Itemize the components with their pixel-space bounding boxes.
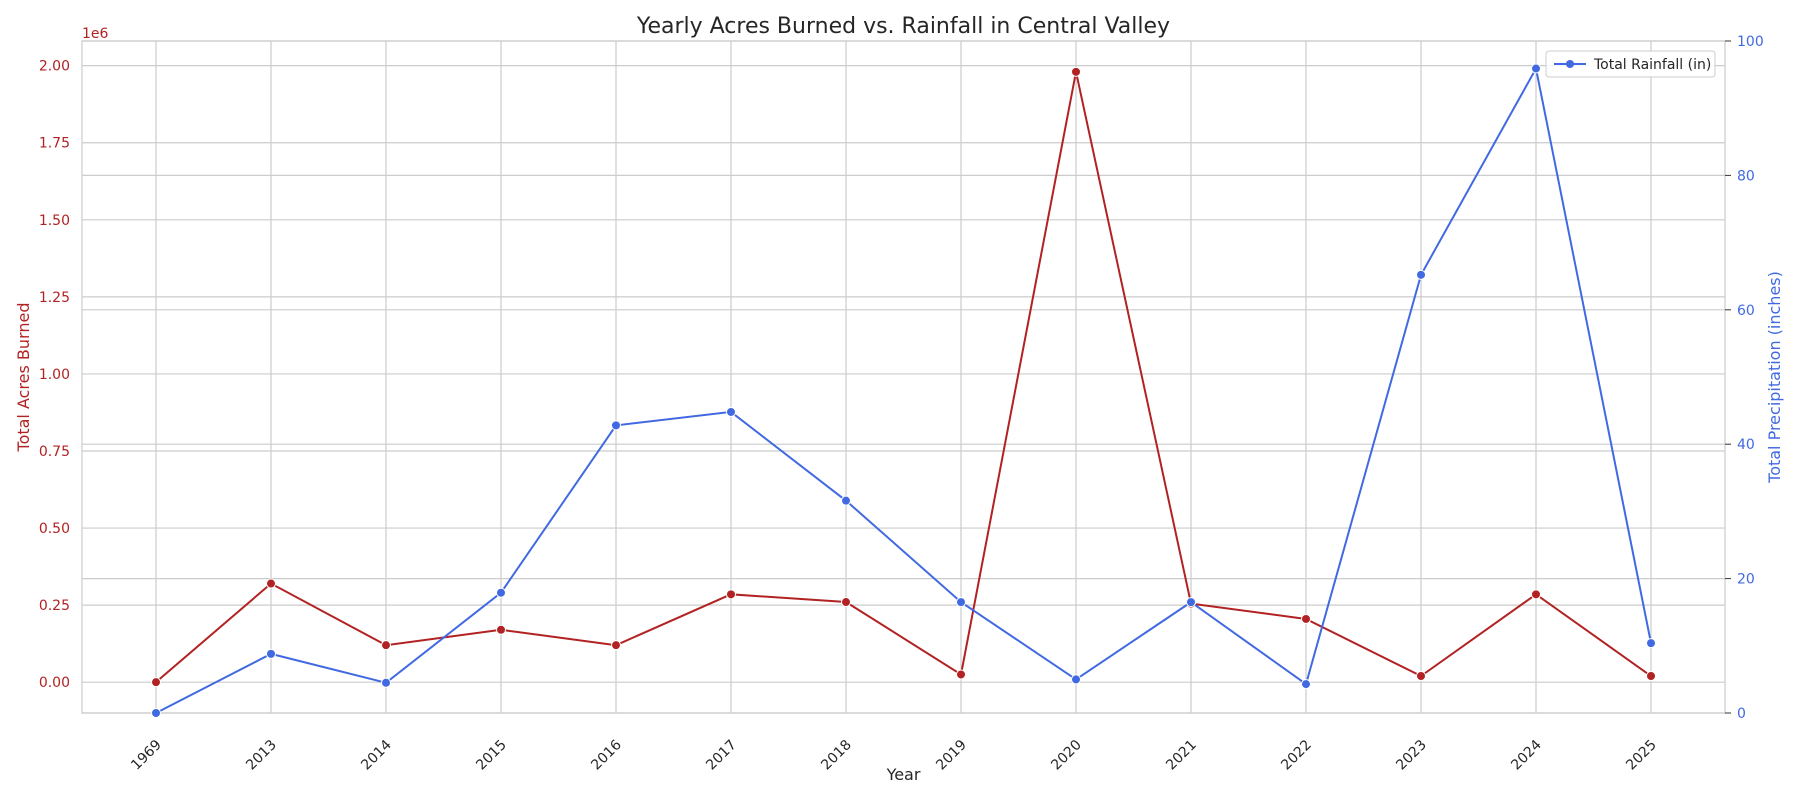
acres-burned-point [1646, 671, 1656, 682]
acres-burned-point [1301, 613, 1311, 624]
x-tick-label: 2023 [1393, 737, 1430, 774]
grid-layer [82, 40, 1725, 714]
rainfall-point [726, 406, 736, 417]
legend-swatch-marker [1566, 60, 1574, 68]
y-right-tick-label: 80 [1737, 168, 1755, 184]
acres-burned-point [841, 597, 851, 608]
x-tick-label: 2015 [473, 737, 510, 774]
rainfall-point [1416, 269, 1426, 280]
x-tick-label: 2014 [358, 737, 395, 774]
x-tick-label: 2024 [1508, 737, 1545, 774]
y-left-scale-note: 1e6 [82, 26, 109, 42]
x-tick-label: 2021 [1163, 737, 1200, 774]
acres-burned-point [1531, 589, 1541, 600]
rainfall-point [381, 677, 391, 688]
acres-burned-point [726, 589, 736, 600]
rainfall-line [155, 65, 1652, 714]
rainfall-point [151, 708, 161, 718]
y-left-tick-label: 1.50 [39, 213, 70, 229]
x-tick-label: 2017 [703, 737, 740, 774]
rainfall-point [1301, 679, 1311, 690]
y-left-tick-label: 0.25 [39, 598, 70, 614]
acres-burned-point [381, 640, 391, 651]
rainfall-point [266, 648, 276, 659]
y-left-axis-label: Total Acres Burned [14, 303, 33, 453]
rainfall-point [1531, 63, 1541, 74]
y-right-tick-label: 100 [1737, 34, 1764, 50]
acres-burned-point [266, 578, 276, 589]
x-tick-label: 2019 [933, 737, 970, 774]
series-layer [151, 63, 1656, 718]
rainfall-point [956, 597, 966, 608]
acres-burned-point [1416, 671, 1426, 682]
y-left-tick-label: 0.00 [39, 675, 70, 691]
rainfall-point [496, 587, 506, 598]
plot-frame [81, 40, 1726, 714]
rainfall-point [611, 420, 621, 431]
legend-entry-label: Total Rainfall (in) [1593, 57, 1711, 73]
legend: Total Rainfall (in) [1545, 50, 1716, 78]
x-tick-label: 2013 [243, 737, 280, 774]
acres-burned-point [956, 669, 966, 680]
y-right-axis-label: Total Precipitation (inches) [1765, 271, 1784, 484]
legend-box [1545, 50, 1716, 78]
acres-burned-point [1071, 66, 1081, 77]
x-tick-label: 2016 [588, 737, 625, 774]
y-right-tick-label: 20 [1737, 572, 1755, 588]
chart-title: Yearly Acres Burned vs. Rainfall in Cent… [636, 14, 1170, 39]
y-left-tick-label: 2.00 [39, 59, 70, 75]
y-right-tick-label: 60 [1737, 303, 1755, 319]
x-tick-label: 2022 [1278, 737, 1315, 774]
rainfall-point [1071, 674, 1081, 685]
axes-layer: 1969 2013 2014 2015 2016 2017 2018 2019 2020 2021… [39, 34, 1764, 774]
y-left-tick-label: 0.50 [39, 521, 70, 537]
y-left-tick-label: 1.00 [39, 367, 70, 383]
x-axis-label: Year [886, 765, 921, 784]
rainfall-point [1646, 638, 1656, 649]
y-right-tick-label: 40 [1737, 437, 1755, 453]
y-left-tick-label: 1.25 [39, 290, 70, 306]
acres-burned-point [151, 677, 161, 688]
x-tick-label: 2020 [1048, 737, 1085, 774]
x-tick-label: 1969 [128, 737, 165, 774]
acres-burned-line [155, 71, 1652, 683]
x-tick-label: 2018 [818, 737, 855, 774]
x-tick-label: 2025 [1623, 737, 1660, 774]
y-left-tick-label: 1.75 [39, 136, 70, 152]
rainfall-point [1186, 597, 1196, 608]
acres-burned-point [496, 624, 506, 635]
acres-burned-point [611, 640, 621, 651]
y-left-tick-label: 0.75 [39, 444, 70, 460]
rainfall-point [841, 495, 851, 506]
y-right-tick-label: 0 [1737, 706, 1746, 722]
